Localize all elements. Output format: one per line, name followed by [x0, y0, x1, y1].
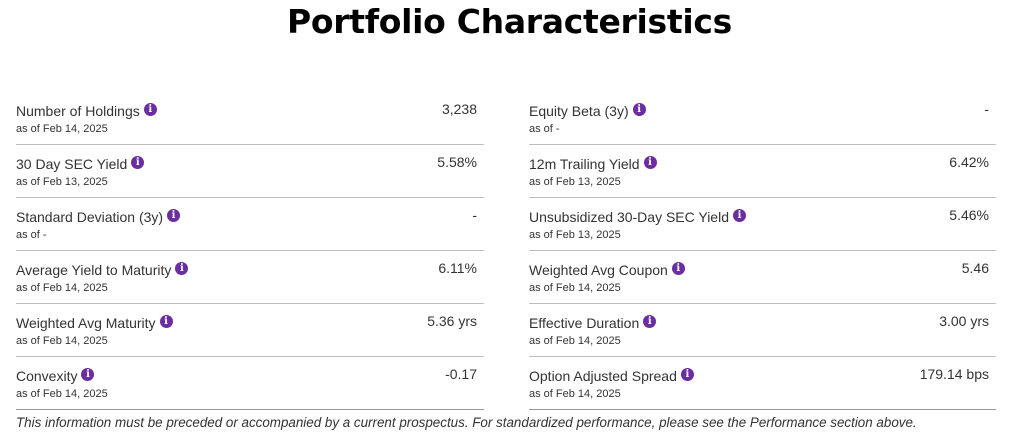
characteristic-row: Weighted Avg Maturity i as of Feb 14, 202…: [16, 304, 484, 357]
as-of-date: as of Feb 13, 2025: [16, 176, 108, 188]
characteristic-value: -: [984, 101, 989, 117]
characteristic-value: 6.11%: [438, 260, 477, 276]
characteristic-value: 179.14 bps: [919, 366, 989, 382]
as-of-date: as of Feb 14, 2025: [16, 123, 108, 135]
characteristic-value: 6.42%: [949, 154, 989, 170]
characteristic-value: -0.17: [445, 366, 477, 382]
as-of-date: as of Feb 14, 2025: [529, 282, 621, 294]
as-of-date: as of -: [529, 123, 560, 135]
characteristic-row: 12m Trailing Yield i as of Feb 13, 2025 6…: [529, 145, 996, 198]
characteristics-left-column: Number of Holdings i as of Feb 14, 2025 3…: [16, 92, 484, 410]
characteristic-value: 5.58%: [437, 154, 477, 170]
page-title: Portfolio Characteristics: [287, 2, 732, 41]
characteristic-label: 12m Trailing Yield: [529, 156, 640, 172]
characteristic-row: Standard Deviation (3y) i as of - -: [16, 198, 484, 251]
characteristics-right-column: Equity Beta (3y) i as of - - 12m Trailing…: [529, 92, 996, 410]
characteristic-label: Average Yield to Maturity: [16, 262, 172, 278]
characteristic-label: 30 Day SEC Yield: [16, 156, 128, 172]
info-icon[interactable]: i: [159, 314, 173, 328]
characteristic-label: Option Adjusted Spread: [529, 368, 677, 384]
as-of-date: as of Feb 14, 2025: [16, 388, 108, 400]
characteristic-row: Option Adjusted Spread i as of Feb 14, 20…: [529, 357, 996, 410]
characteristic-row: Number of Holdings i as of Feb 14, 2025 3…: [16, 92, 484, 145]
info-icon[interactable]: i: [175, 261, 189, 275]
characteristic-row: Equity Beta (3y) i as of - -: [529, 92, 996, 145]
info-icon[interactable]: i: [81, 367, 95, 381]
info-icon[interactable]: i: [680, 367, 694, 381]
characteristic-row: Average Yield to Maturity i as of Feb 14,…: [16, 251, 484, 304]
info-icon[interactable]: i: [733, 208, 746, 222]
characteristic-label: Weighted Avg Coupon: [529, 262, 668, 278]
characteristic-row: Convexity i as of Feb 14, 2025 -0.17: [16, 357, 484, 410]
as-of-date: as of Feb 13, 2025: [529, 176, 621, 188]
characteristic-label: Weighted Avg Maturity: [16, 315, 156, 331]
prospectus-disclaimer: This information must be preceded or acc…: [16, 415, 917, 430]
characteristic-row: 30 Day SEC Yield i as of Feb 13, 2025 5.5…: [16, 145, 484, 198]
characteristic-label: Effective Duration: [529, 315, 640, 331]
as-of-date: as of Feb 14, 2025: [16, 282, 108, 294]
characteristic-row: Unsubsidized 30-Day SEC Yield i as of Feb…: [529, 198, 996, 251]
info-icon[interactable]: i: [632, 102, 646, 116]
info-icon[interactable]: i: [131, 155, 145, 169]
info-icon[interactable]: i: [643, 155, 657, 169]
characteristic-label: Convexity: [16, 368, 78, 384]
as-of-date: as of Feb 14, 2025: [529, 388, 621, 400]
characteristic-value: 5.36 yrs: [427, 313, 477, 329]
info-icon[interactable]: i: [671, 261, 685, 275]
as-of-date: as of -: [16, 229, 47, 241]
characteristic-label: Number of Holdings: [16, 103, 140, 119]
characteristic-value: 3,238: [441, 101, 477, 117]
characteristic-row: Weighted Avg Coupon i as of Feb 14, 2025 …: [529, 251, 996, 304]
characteristic-label: Unsubsidized 30-Day SEC Yield: [529, 209, 729, 225]
info-icon[interactable]: i: [143, 102, 157, 116]
characteristic-value: -: [472, 207, 477, 223]
characteristic-label: Standard Deviation (3y): [16, 209, 164, 225]
characteristic-value: 5.46: [961, 260, 989, 276]
characteristic-value: 3.00 yrs: [939, 313, 989, 329]
info-icon[interactable]: i: [643, 314, 657, 328]
characteristic-row: Effective Duration i as of Feb 14, 2025 3…: [529, 304, 996, 357]
characteristic-value: 5.46%: [949, 207, 989, 223]
info-icon[interactable]: i: [167, 208, 181, 222]
as-of-date: as of Feb 13, 2025: [529, 229, 621, 241]
characteristic-label: Equity Beta (3y): [529, 103, 629, 119]
as-of-date: as of Feb 14, 2025: [529, 335, 621, 347]
as-of-date: as of Feb 14, 2025: [16, 335, 108, 347]
